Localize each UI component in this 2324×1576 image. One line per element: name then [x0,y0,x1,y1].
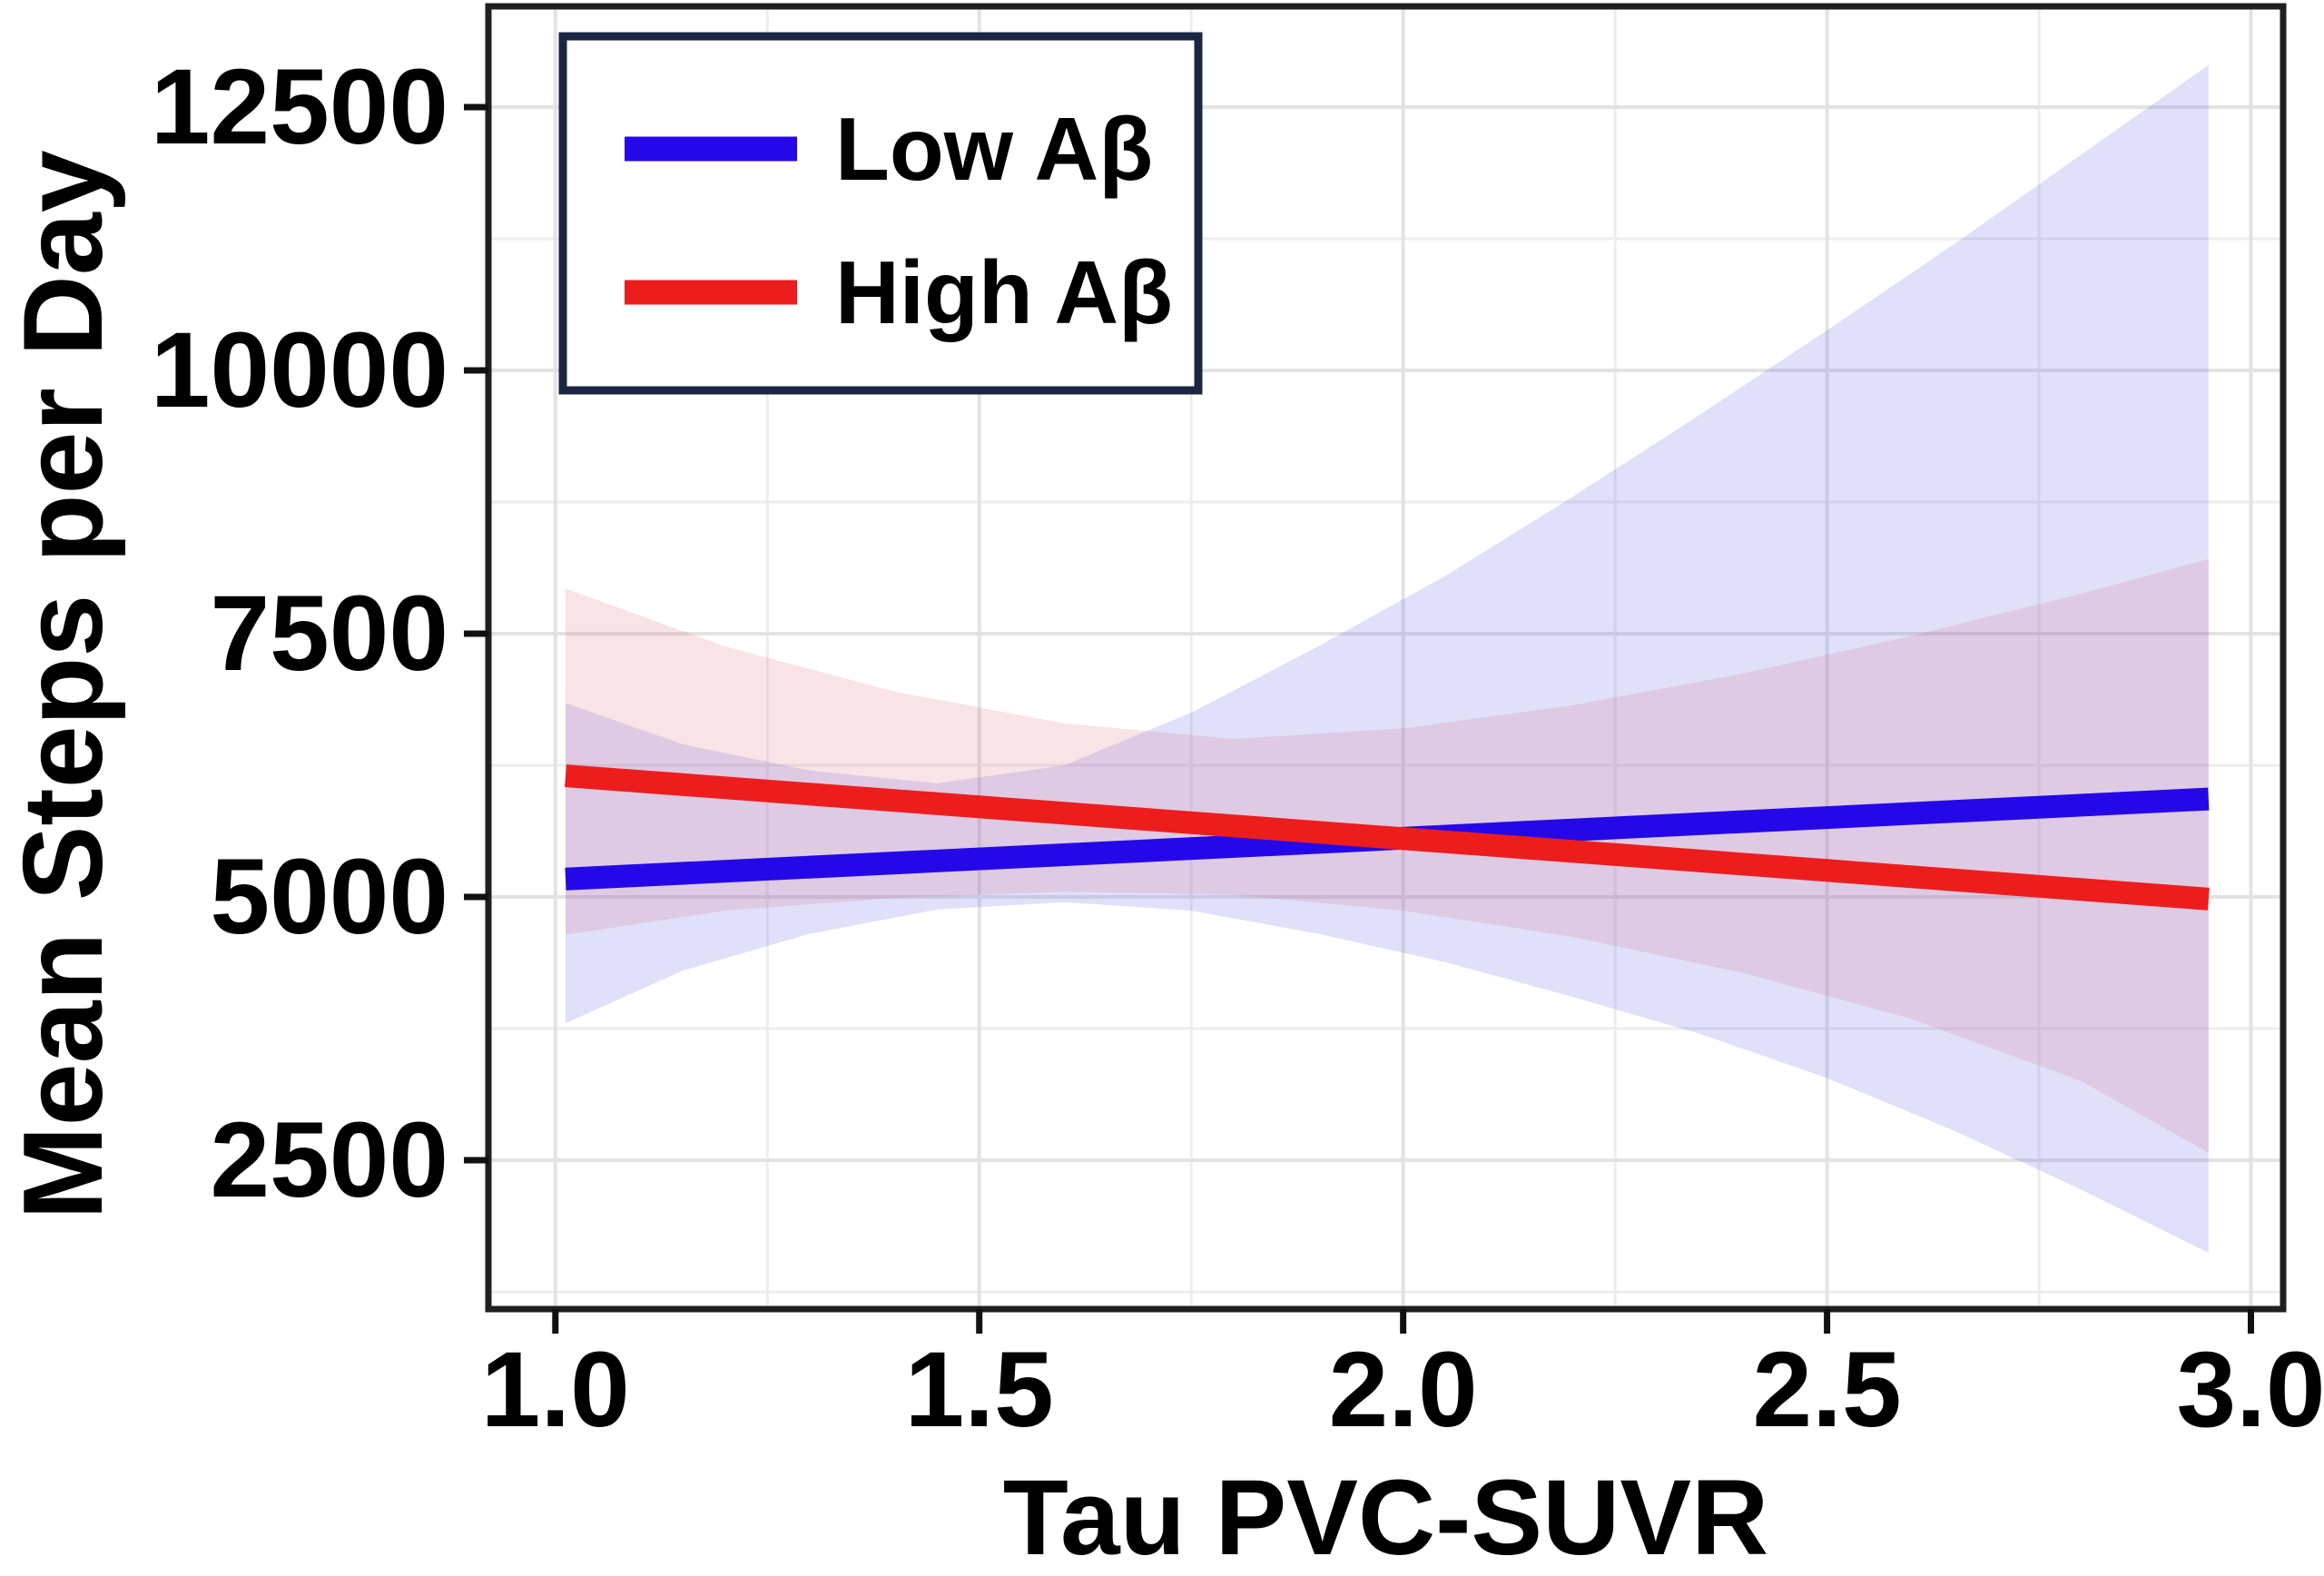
x-tick-label: 2.5 [1753,1330,1902,1450]
x-axis: 1.0 1.5 2.0 2.5 3.0 [481,1309,2324,1450]
legend: Low Aβ High Aβ [558,32,1203,395]
confidence-band-low-ab [565,64,2209,1254]
x-tick-label: 2.0 [1329,1330,1478,1450]
x-axis-title: Tau PVC-SUVR [1003,1458,1769,1576]
confidence-band-high-ab [565,558,2209,1153]
y-tick-label: 2500 [210,1100,448,1220]
plot-frame [485,3,2287,1313]
legend-label-high-ab: High Aβ [835,242,1173,342]
y-tick-label: 10000 [151,310,448,430]
series-lines [565,764,2210,911]
x-tick-label: 1.5 [905,1330,1054,1450]
legend-label-low-ab: Low Aβ [835,99,1153,199]
y-tick-label: 12500 [151,47,448,167]
regression-line-high-ab [565,764,2210,911]
y-tick-label: 5000 [210,837,448,957]
confidence-bands [565,64,2209,1254]
x-tick-label: 3.0 [2176,1330,2324,1450]
y-tick-label: 7500 [210,574,448,694]
y-axis-title: Mean Steps per Day [1,150,126,1219]
y-axis: 2500 5000 7500 10000 12500 [151,47,488,1220]
x-tick-label: 1.0 [481,1330,630,1450]
legend-box [558,32,1203,395]
gridlines [488,6,2283,1309]
